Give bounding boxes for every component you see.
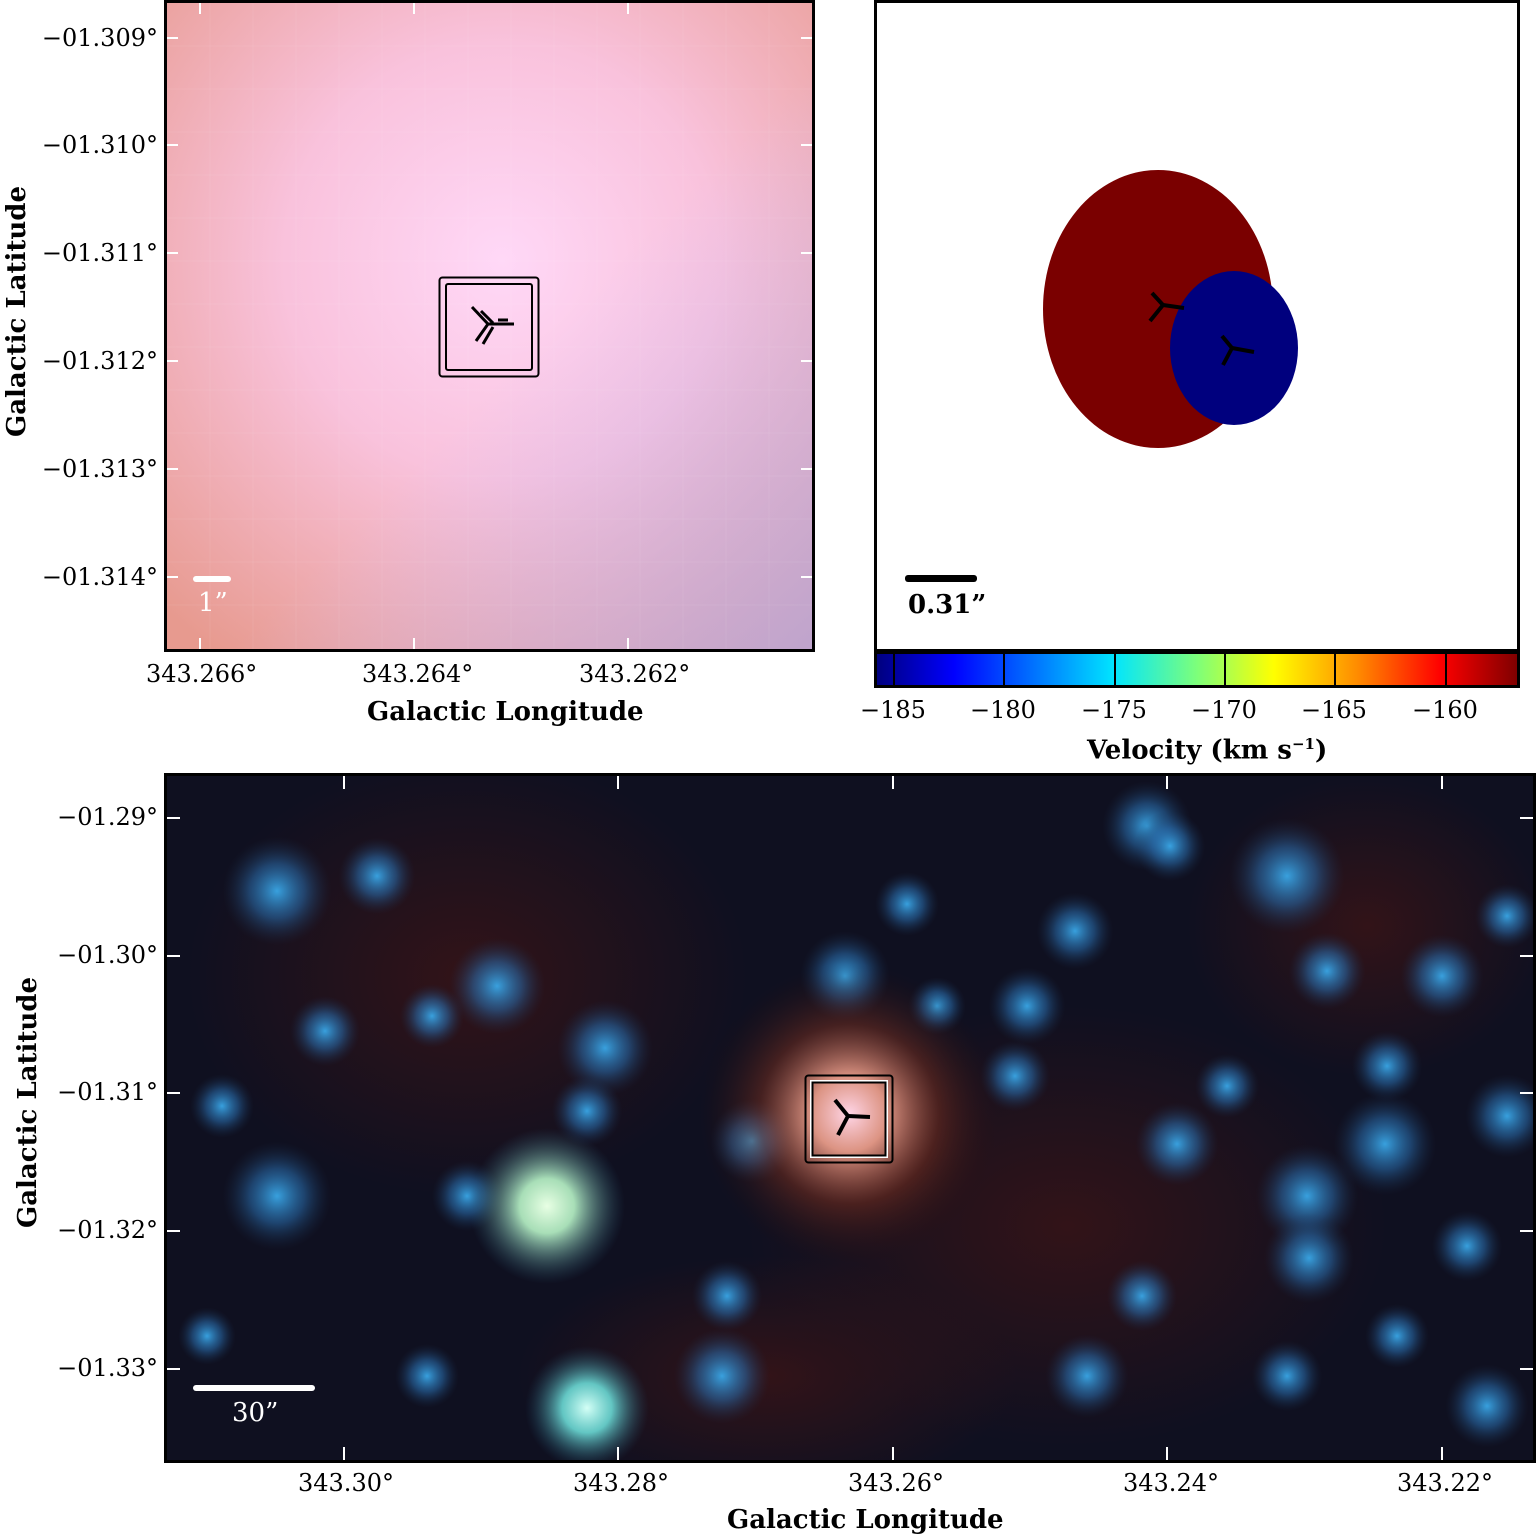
scale-label: 1” [198,588,228,618]
x-tick-label: 343.262° [579,660,691,688]
star [1351,1030,1423,1102]
star [190,1074,254,1138]
star [1475,884,1533,948]
y-tick-label: −01.30° [57,941,158,969]
star [1251,1340,1323,1412]
scale-bar [193,576,231,582]
x-tick-label: 343.28° [573,1469,669,1497]
star [222,1141,332,1251]
y-tick-label: −01.309° [41,24,158,52]
star [1106,1260,1178,1332]
scale-label: 0.31” [908,590,987,620]
scale-bar [193,1385,315,1391]
star [395,1344,459,1408]
y-marker-icon [1220,334,1255,366]
star [1333,1092,1437,1196]
x-tick-label: 343.264° [362,660,474,688]
y-axis-title: Galactic Latitude [2,185,32,437]
y-tick-label: −01.32° [57,1216,158,1244]
y-marker-icon [1148,291,1185,323]
x-tick-label: 343.266° [146,660,258,688]
y-marker-icon [833,1098,871,1136]
star [1045,1334,1129,1418]
tick-marks [167,3,812,649]
zoom-image [167,3,812,649]
source-marker-box [804,1074,894,1164]
star [1134,810,1206,882]
scale-label: 30” [232,1398,279,1428]
star [1036,892,1114,970]
y-tick-label: −01.311° [41,239,158,267]
star [557,1000,653,1096]
star [674,1328,770,1424]
wide-field-image-panel [164,773,1536,1463]
y-tick-label: −01.29° [57,803,158,831]
y-marker-icon [470,305,514,345]
y-tick-label: −01.312° [41,347,158,375]
star [449,938,545,1034]
star [338,837,416,915]
colorbar-title: Velocity (km s−1) [1087,735,1328,766]
colorbar-tick-label: −165 [1301,696,1367,724]
zoom-image-panel [164,0,815,652]
star [1431,1210,1503,1282]
star [1465,1074,1533,1158]
velocity-ellipses [1043,170,1298,448]
star [1445,1364,1529,1448]
star [222,836,332,946]
wide-field-image [167,776,1533,1460]
velocity-colorbar [874,651,1520,688]
source-marker-box [438,276,540,378]
x-tick-label: 343.22° [1397,1469,1493,1497]
y-axis-title: Galactic Latitude [13,976,43,1228]
star [400,984,464,1048]
x-tick-label: 343.30° [298,1469,394,1497]
star [178,1307,236,1365]
x-tick-label: 343.24° [1123,1469,1219,1497]
star [691,1260,763,1332]
colorbar-tick-label: −185 [860,696,926,724]
star [1264,1213,1354,1303]
star [988,967,1066,1045]
star [1288,932,1366,1010]
colorbar-tick-label: −160 [1412,696,1478,724]
star [1229,818,1345,934]
y-tick-label: −01.314° [41,563,158,591]
star [875,872,939,936]
x-axis-title: Galactic Longitude [727,1505,1004,1535]
y-tick-label: −01.310° [41,131,158,159]
colorbar-tick-label: −170 [1191,696,1257,724]
x-tick-label: 343.26° [848,1469,944,1497]
colorbar-tick-label: −180 [970,696,1036,724]
y-tick-label: −01.33° [57,1354,158,1382]
y-tick-label: −01.313° [41,455,158,483]
velocity-map-panel [874,0,1520,652]
colorbar-tick-label: −175 [1081,696,1147,724]
colorbar-ticks [893,654,1447,685]
star [1195,1054,1259,1118]
star [1365,1304,1429,1368]
star [289,995,361,1067]
star [1400,934,1484,1018]
star [1135,1102,1219,1186]
y-tick-label: −01.31° [57,1078,158,1106]
star [551,1075,623,1147]
tick-marks [167,776,1533,1460]
x-axis-title: Galactic Longitude [367,697,644,727]
scale-bar [905,575,977,582]
